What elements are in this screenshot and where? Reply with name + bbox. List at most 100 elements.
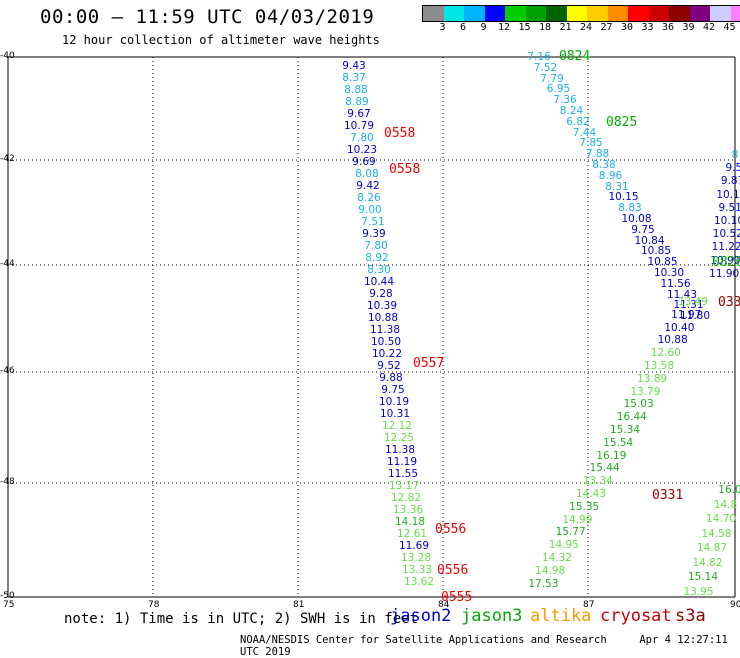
wave-height-label: 11.90 <box>709 269 739 280</box>
wave-height-label: 9.5 <box>725 163 740 174</box>
wave-height-label: 11.69 <box>399 541 429 552</box>
wave-height-label: 12.61 <box>397 529 427 540</box>
y-tick-label: -50 <box>0 591 15 601</box>
wave-height-label: 13.49 <box>678 297 708 308</box>
pass-time-label: 0555 <box>441 591 472 604</box>
wave-height-label: 9.67 <box>347 109 370 120</box>
wave-height-label: 14.99 <box>562 515 592 526</box>
legend-altika: altika <box>530 606 591 626</box>
wave-height-label: 10.88 <box>368 313 398 324</box>
wave-height-label: 13.62 <box>404 577 434 588</box>
wave-height-label: 11.97 <box>671 310 701 321</box>
wave-height-label: 10.11 <box>716 190 740 201</box>
y-tick-label: -42 <box>0 154 15 164</box>
wave-height-label: 13.89 <box>637 374 667 385</box>
wave-height-label: 10.10 <box>714 216 740 227</box>
wave-height-label: 9.87 <box>721 176 740 187</box>
wave-height-label: 7.80 <box>350 133 373 144</box>
wave-height-label: 13.34 <box>583 476 613 487</box>
wave-height-label: 9.42 <box>356 181 379 192</box>
wave-height-label: 10.79 <box>344 121 374 132</box>
wave-height-label: 10.19 <box>379 397 409 408</box>
wave-height-label: 14.58 <box>701 529 731 540</box>
credit-line: NOAA/NESDIS Center for Satellite Applica… <box>240 634 740 658</box>
wave-height-label: 11.55 <box>388 469 418 480</box>
pass-time-label: 0558 <box>384 127 415 140</box>
wave-height-label: 10.44 <box>364 277 394 288</box>
wave-height-label: 10.39 <box>367 301 397 312</box>
wave-height-label: 11.22 <box>712 242 740 253</box>
x-tick-label: 75 <box>3 600 14 610</box>
wave-height-label: 11.38 <box>370 325 400 336</box>
legend-cryosat: cryosat <box>600 606 672 626</box>
wave-height-label: 11.19 <box>387 457 417 468</box>
pass-time-label: 0557 <box>413 357 444 370</box>
wave-height-label: 7.51 <box>361 217 384 228</box>
wave-height-label: 14.18 <box>395 517 425 528</box>
wave-height-label: 10.52 <box>713 229 740 240</box>
credit-text: NOAA/NESDIS Center for Satellite Applica… <box>240 634 607 646</box>
wave-height-label: 12.60 <box>651 348 681 359</box>
wave-height-label: 8.92 <box>365 253 388 264</box>
wave-height-label: 10.88 <box>658 335 688 346</box>
x-tick-label: 78 <box>148 600 159 610</box>
wave-height-label: 8 <box>732 150 739 161</box>
wave-height-label: 13.95 <box>683 587 713 598</box>
wave-height-label: 14.87 <box>697 543 727 554</box>
wave-height-label: 12.25 <box>384 433 414 444</box>
pass-time-label: 0556 <box>435 523 466 536</box>
wave-height-label: 10.50 <box>371 337 401 348</box>
wave-height-label: 14.95 <box>549 540 579 551</box>
legend-s3a: s3a <box>675 606 706 626</box>
pass-time-label: 033 <box>718 296 740 309</box>
wave-height-label: 15.03 <box>624 399 654 410</box>
wave-height-label: 9.88 <box>379 373 402 384</box>
wave-height-label: 14.43 <box>576 489 606 500</box>
wave-height-label: 15.34 <box>610 425 640 436</box>
wave-height-label: 15.54 <box>603 438 633 449</box>
wave-height-label: 10.22 <box>372 349 402 360</box>
y-tick-label: -46 <box>0 366 15 376</box>
wave-height-label: 9.00 <box>358 205 381 216</box>
x-tick-label: 81 <box>293 600 304 610</box>
wave-height-label: 10.23 <box>347 145 377 156</box>
pass-time-label: 0824 <box>559 50 590 63</box>
wave-height-label: 8.26 <box>357 193 380 204</box>
wave-height-label: 13.17 <box>389 481 419 492</box>
footer-note: note: 1) Time is in UTC; 2) SWH is in fe… <box>64 611 418 627</box>
wave-height-label: 8.37 <box>342 73 365 84</box>
wave-height-label: 9.28 <box>369 289 392 300</box>
wave-height-label: 7.80 <box>364 241 387 252</box>
wave-height-label: 14.82 <box>692 558 722 569</box>
y-tick-label: -48 <box>0 477 15 487</box>
wave-height-label: 8.30 <box>367 265 390 276</box>
wave-height-label: 14.8 <box>714 500 737 511</box>
pass-time-label: 0331 <box>652 489 683 502</box>
wave-height-label: 13.79 <box>630 387 660 398</box>
legend-jason2: jason2 <box>390 606 451 626</box>
wave-height-label: 9.39 <box>362 229 385 240</box>
wave-height-label: 12.82 <box>391 493 421 504</box>
wave-height-label: 11.38 <box>385 445 415 456</box>
wave-height-label: 13.58 <box>644 361 674 372</box>
wave-height-label: 17.53 <box>528 579 558 590</box>
y-tick-label: -40 <box>0 51 15 61</box>
wave-height-label: 14.32 <box>542 553 572 564</box>
wave-height-label: 12.12 <box>382 421 412 432</box>
wave-height-label: 15.14 <box>688 572 718 583</box>
wave-height-label: 8.88 <box>344 85 367 96</box>
wave-height-label: 16.19 <box>596 451 626 462</box>
wave-height-label: 10.31 <box>380 409 410 420</box>
wave-height-label: 9.52 <box>377 361 400 372</box>
pass-time-label: 0558 <box>389 163 420 176</box>
wave-height-label: 13.36 <box>393 505 423 516</box>
wave-height-label: 14.98 <box>535 566 565 577</box>
x-tick-label: 90 <box>730 600 740 610</box>
wave-height-label: 13.28 <box>401 553 431 564</box>
wave-height-label: 9.69 <box>352 157 375 168</box>
y-tick-label: -44 <box>0 259 15 269</box>
wave-height-label: 10.40 <box>664 323 694 334</box>
wave-height-label: 9.43 <box>342 61 365 72</box>
pass-time-label: 0825 <box>606 116 637 129</box>
wave-height-label: 16.44 <box>617 412 647 423</box>
